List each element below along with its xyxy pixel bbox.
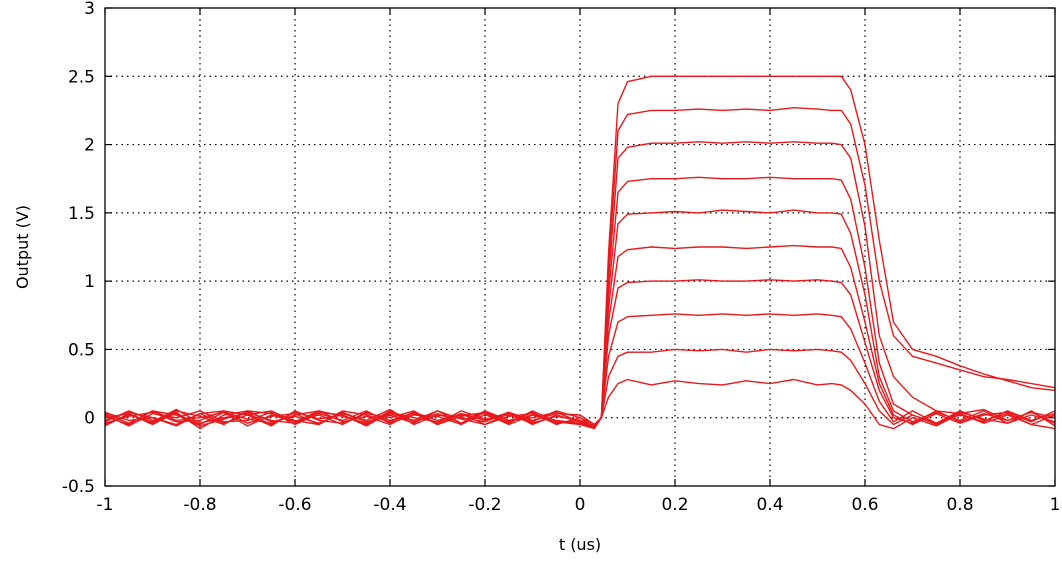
x-tick-label: 0.4 — [756, 495, 783, 515]
x-tick-label: 1 — [1050, 495, 1061, 515]
y-tick-label: 2.5 — [68, 67, 95, 87]
plot-frame — [104, 7, 1056, 487]
x-axis-label: t (us) — [559, 535, 601, 554]
series-line-3 — [104, 141, 1056, 428]
y-tick-labels: -0.5 0 0.5 1 1.5 2 2.5 3 — [62, 0, 95, 497]
y-axis-label: Output (V) — [13, 205, 32, 289]
y-tick-label: 3 — [84, 0, 95, 19]
x-tick-label: -0.6 — [278, 495, 311, 515]
series-line-9 — [104, 348, 1056, 427]
x-tick-label: 0.2 — [661, 495, 688, 515]
series-line-8 — [104, 313, 1056, 427]
x-tick-label: -0.8 — [183, 495, 216, 515]
x-tick-label: -0.2 — [468, 495, 501, 515]
y-tick-label: 1 — [84, 272, 95, 292]
series-line-7 — [104, 279, 1056, 426]
x-tick-label: -1 — [97, 495, 114, 515]
x-tick-label: 0 — [575, 495, 586, 515]
series-line-10 — [104, 378, 1056, 430]
y-tick-label: 2 — [84, 136, 95, 156]
y-tick-label: -0.5 — [62, 477, 95, 497]
x-tick-label: -0.4 — [373, 495, 406, 515]
y-tick-label: 0.5 — [68, 340, 95, 360]
x-tick-labels: -1 -0.8 -0.6 -0.4 -0.2 0 0.2 0.4 0.6 0.8 1 — [97, 495, 1061, 515]
series-layer — [104, 75, 1056, 430]
x-tick-label: 0.6 — [851, 495, 878, 515]
series-line-5 — [104, 209, 1056, 427]
series-line-4 — [104, 176, 1056, 430]
y-tick-label: 1.5 — [68, 204, 95, 224]
y-tick-label: 0 — [84, 409, 95, 429]
x-tick-label: 0.8 — [946, 495, 973, 515]
